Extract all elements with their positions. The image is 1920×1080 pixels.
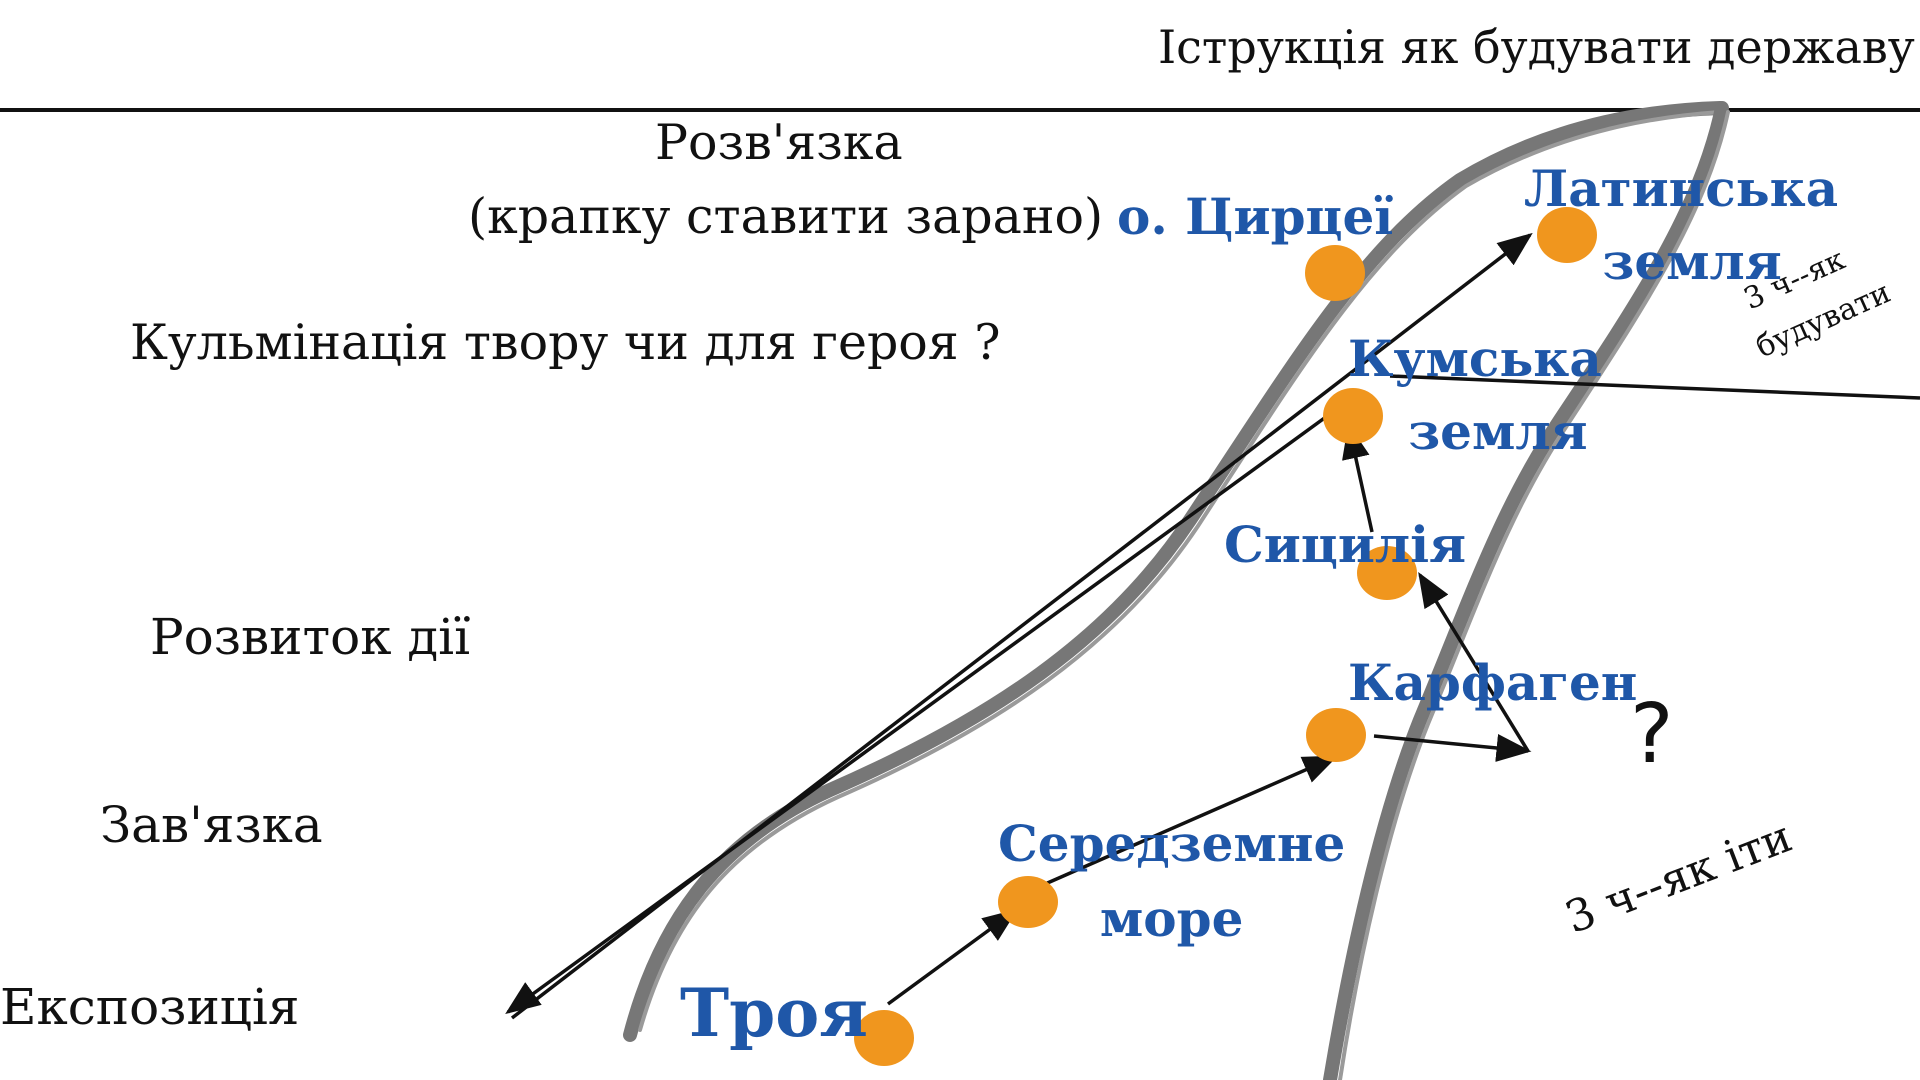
line-carthage-to-question [1373,734,1532,762]
place-mediterranean: Середземне море [998,806,1345,956]
place-sicily: Сицилія [1224,520,1466,570]
location-dots [854,207,1597,1066]
question-mark: ? [1630,687,1674,782]
place-cumae: Кумська земля [1348,322,1602,468]
place-troy: Троя [680,980,868,1046]
stage-climax: Кульмінація твору чи для героя ? [130,314,1001,371]
stage-complication: Зав'язка [100,796,323,854]
place-circe-label: о. Цирцеї [1117,187,1394,246]
river-left-bank-texture [638,110,1722,1032]
dot-sicily [1357,546,1417,600]
arrow-sea-to-carthage [1035,755,1339,890]
river-right-bank [1323,101,1729,1080]
dot-troy [854,1010,914,1066]
place-mediterranean-line2: море [1099,889,1244,948]
place-sicily-label: Сицилія [1224,515,1467,574]
dot-mediterranean [998,876,1058,928]
place-latium-line1: Латинська [1524,159,1839,218]
stage-resolution: Розв'язка [655,114,903,171]
cumae-pointer-line [1389,374,1920,400]
stage-resolution-note: (крапку ставити зарано) [468,188,1104,245]
place-circe: о. Цирцеї [1117,192,1393,242]
place-carthage: Карфаген [1348,658,1637,708]
arrow-question-to-sicily [1418,572,1530,752]
dot-circe [1305,245,1365,301]
stage-rising-action: Розвиток дії [150,608,471,666]
place-cumae-line1: Кумська [1348,329,1602,388]
place-troy-label: Троя [680,974,869,1052]
stage-exposition: Експозиція [0,978,300,1036]
dot-cumae [1323,388,1383,444]
place-cumae-line2: земля [1408,402,1588,461]
long-line-cumae-to-exposition [505,412,1332,1015]
river-left-bank [623,101,1727,1042]
arrow-troy-to-sea [886,908,1018,1006]
place-latium: Латинська земля [1524,152,1838,298]
arrow-sicily-to-cumae [1342,423,1374,533]
header-title: Іструкція як будувати державу [1158,20,1915,74]
dot-latium [1537,207,1597,263]
place-carthage-label: Карфаген [1348,653,1638,712]
place-mediterranean-line1: Середземне [998,814,1346,873]
place-latium-line2: земля [1602,232,1782,291]
dot-carthage [1306,708,1366,762]
long-line-exposition-to-latium [510,232,1533,1020]
river-right-bank-texture [1338,110,1730,1080]
